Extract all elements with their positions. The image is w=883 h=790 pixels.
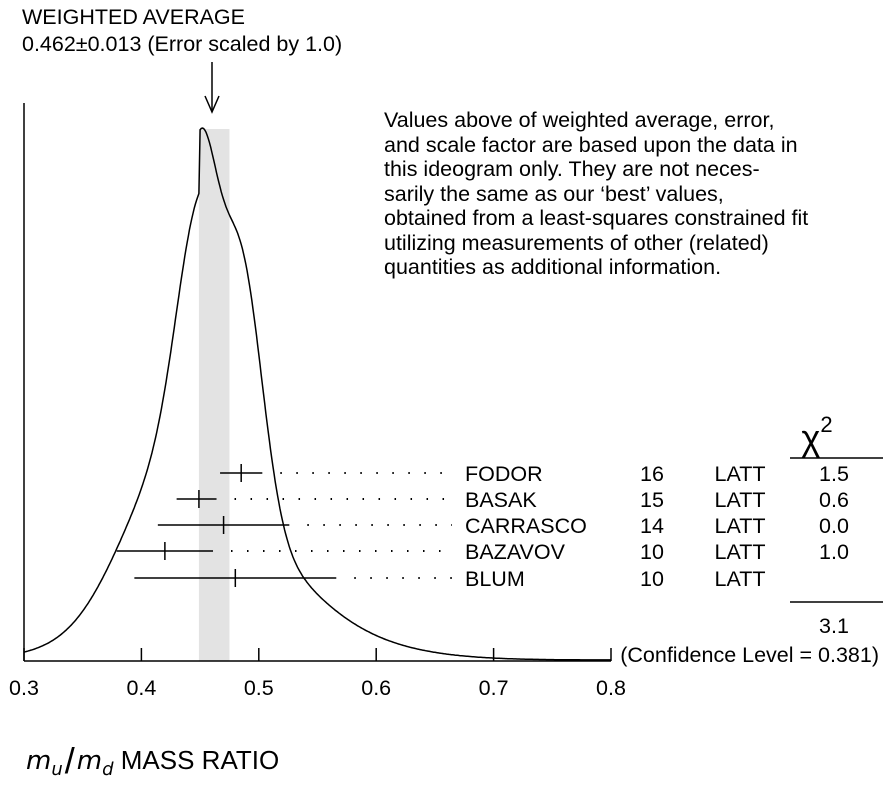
- measurement-chi2: 0.0: [819, 514, 849, 538]
- ideogram-curve: [23, 127, 611, 661]
- measurement-technique: LATT: [715, 540, 766, 564]
- measurement-name: BAZAVOV: [465, 540, 566, 564]
- measurement-year: 14: [640, 514, 664, 538]
- note-line: utilizing measurements of other (related…: [384, 230, 769, 255]
- measurement-year: 16: [640, 462, 664, 486]
- chi2-header: χ2: [801, 412, 832, 458]
- measurement-technique: LATT: [715, 567, 766, 591]
- measurement-year: 10: [640, 540, 664, 564]
- confidence-level: (Confidence Level = 0.381): [620, 643, 879, 667]
- note-line: Values above of weighted average, error,: [384, 108, 775, 132]
- average-arrow: [204, 62, 220, 114]
- measurement-rows: FODOR 16 LATT 1.5 BASAK 15 LATT 0.6 CARRASCO 14 LA…: [116, 462, 849, 591]
- x-tick-label: 0.6: [361, 676, 391, 700]
- measurement-name: CARRASCO: [465, 514, 587, 538]
- x-tick-label: 0.3: [9, 676, 39, 700]
- measurement-chi2: 0.6: [819, 488, 849, 512]
- note-line: and scale factor are based upon the data…: [384, 132, 798, 157]
- chart-title: WEIGHTED AVERAGE: [22, 5, 245, 29]
- measurement-chi2: 1.0: [819, 540, 849, 564]
- note-line: this ideogram only. They are not neces-: [384, 157, 760, 181]
- x-axis-ticks: 0.3 0.4 0.5 0.6 0.7 0.8: [9, 648, 626, 700]
- measurement-year: 10: [640, 567, 664, 591]
- measurement-name: FODOR: [465, 462, 543, 486]
- measurement-technique: LATT: [715, 462, 766, 486]
- measurement-year: 15: [640, 488, 664, 512]
- measurement-chi2: 1.5: [819, 462, 849, 486]
- measurement-technique: LATT: [715, 488, 766, 512]
- note-line: quantities as additional information.: [384, 255, 722, 279]
- note-line: sarily the same as our ‘best’ values,: [384, 181, 724, 206]
- ideogram-note: Values above of weighted average, error,…: [384, 108, 854, 280]
- chart-subtitle: 0.462±0.013 (Error scaled by 1.0): [22, 32, 342, 56]
- x-tick-label: 0.4: [126, 676, 156, 700]
- measurement-name: BLUM: [465, 567, 525, 591]
- x-tick-label: 0.5: [244, 676, 274, 700]
- x-tick-label: 0.8: [596, 676, 626, 700]
- x-tick-label: 0.7: [479, 676, 509, 700]
- x-axis-label: mu/md MASS RATIO: [26, 740, 280, 781]
- measurement-name: BASAK: [465, 488, 537, 512]
- note-line: obtained from a least-squares constraine…: [384, 206, 809, 230]
- measurement-technique: LATT: [715, 514, 766, 538]
- weighted-average-band: [198, 129, 230, 661]
- chi2-total: 3.1: [819, 614, 849, 638]
